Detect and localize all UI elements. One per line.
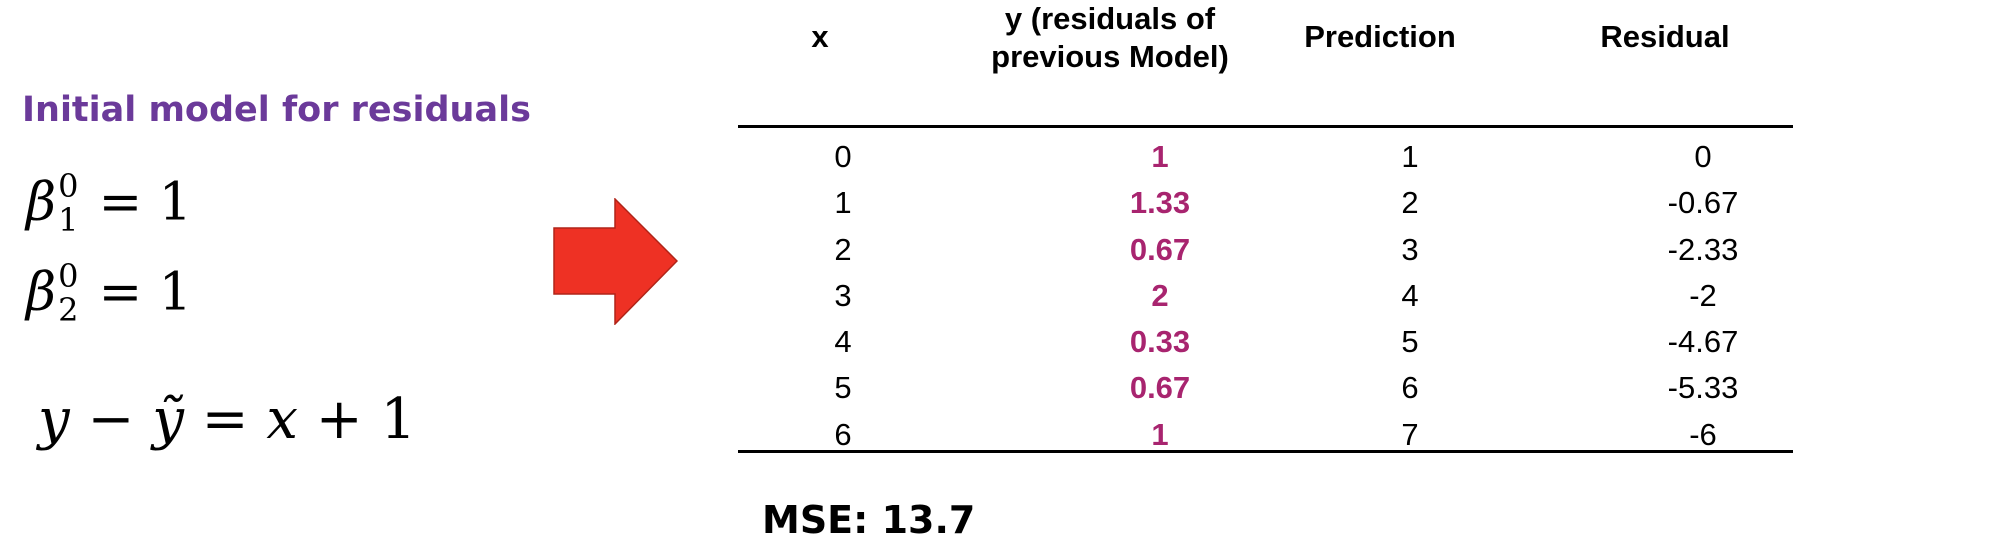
- table-bottom-rule: [738, 450, 1793, 453]
- beta1-subscript: 1: [58, 201, 79, 239]
- equation-minus: −: [87, 387, 135, 452]
- residual-model-equation: y − ỹ = x + 1: [38, 392, 416, 448]
- beta2-subscript: 2: [58, 291, 79, 329]
- column-header-prediction: Prediction: [1304, 19, 1456, 54]
- cell-x: 4: [834, 324, 852, 360]
- cell-x: 5: [834, 370, 852, 406]
- cell-residual: -0.67: [1667, 185, 1739, 221]
- cell-x: 3: [834, 277, 852, 313]
- cell-prediction: 6: [1401, 370, 1419, 406]
- cell-residual: -2.33: [1667, 231, 1739, 267]
- cell-x: 0: [834, 139, 852, 174]
- cell-prediction: 7: [1401, 416, 1419, 452]
- beta2-equals: =: [98, 262, 143, 323]
- cell-y: 1: [1151, 139, 1169, 174]
- cell-residual: -5.33: [1667, 370, 1739, 406]
- arrow-shape: [553, 198, 678, 325]
- cell-y: 1.33: [1129, 185, 1191, 221]
- table-row: 2 0.67 3 -2.33: [738, 227, 1793, 273]
- column-header-y-line1: y (residuals of: [1004, 1, 1216, 36]
- beta1-symbol: β: [26, 172, 57, 233]
- column-header-y-line2: previous Model): [991, 39, 1229, 74]
- cell-residual: -2: [1689, 277, 1717, 313]
- cell-x: 1: [834, 185, 852, 221]
- model-heading: Initial model for residuals: [22, 90, 531, 130]
- cell-residual: -6: [1689, 416, 1717, 452]
- cell-y: 0.33: [1129, 324, 1191, 360]
- table-row: 1 1.33 2 -0.67: [738, 180, 1793, 226]
- table-row: 6 1 7 -6: [738, 412, 1793, 458]
- equation-constant: 1: [380, 387, 417, 452]
- beta2-superscript: 0: [58, 257, 79, 295]
- table-top-rule: [738, 125, 1793, 128]
- cell-prediction: 3: [1401, 231, 1419, 267]
- column-header-residual: Residual: [1600, 19, 1730, 54]
- column-header-x: x: [811, 19, 829, 54]
- column-header-y: y (residuals of previous Model): [950, 0, 1270, 76]
- beta1-superscript: 0: [58, 167, 79, 205]
- cell-x: 2: [834, 231, 852, 267]
- cell-y: 1: [1151, 416, 1169, 452]
- right-arrow-icon: [553, 198, 678, 325]
- cell-y: 0.67: [1129, 370, 1191, 406]
- cell-y: 0.67: [1129, 231, 1191, 267]
- beta2-value: 1: [158, 262, 192, 323]
- table-body: 0 1 1 0 1 1.33 2 -0.67 2 0.67 3 -2.33 3 …: [738, 134, 1793, 458]
- equation-y-tilde: ỹ: [152, 387, 184, 452]
- mse-label: MSE: 13.7: [762, 498, 976, 542]
- cell-prediction: 2: [1401, 185, 1419, 221]
- cell-residual: -4.67: [1667, 324, 1739, 360]
- table-row: 5 0.67 6 -5.33: [738, 365, 1793, 411]
- beta2-symbol: β: [26, 262, 57, 323]
- cell-residual: 0: [1694, 139, 1712, 174]
- table-row: 4 0.33 5 -4.67: [738, 319, 1793, 365]
- table-row: 0 1 1 0: [738, 134, 1793, 180]
- cell-prediction: 5: [1401, 324, 1419, 360]
- equation-y: y: [38, 387, 70, 452]
- equation-x: x: [266, 387, 298, 452]
- beta1-value: 1: [158, 172, 192, 233]
- table-row: 3 2 4 -2: [738, 273, 1793, 319]
- equation-plus: +: [315, 387, 363, 452]
- cell-prediction: 4: [1401, 277, 1419, 313]
- beta1-equals: =: [98, 172, 143, 233]
- cell-prediction: 1: [1401, 139, 1419, 174]
- equation-equals: =: [201, 387, 249, 452]
- cell-y: 2: [1151, 277, 1169, 313]
- cell-x: 6: [834, 416, 852, 452]
